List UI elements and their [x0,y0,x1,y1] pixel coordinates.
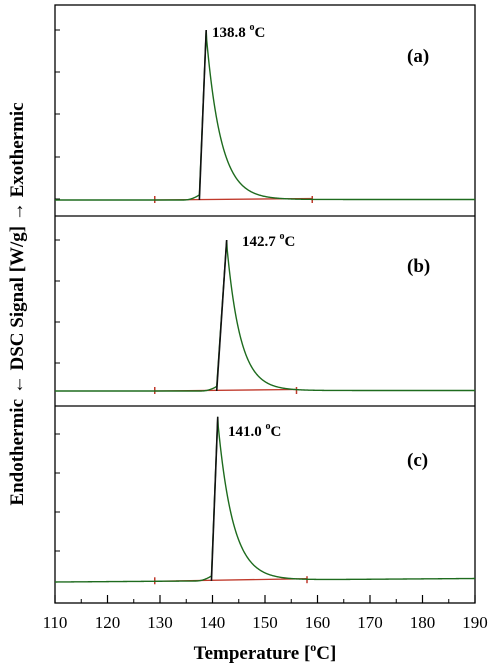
panel-label-c: (c) [407,450,428,471]
panel-c-curves [55,416,475,585]
x-tick-label-160: 160 [305,613,331,632]
y-axis-ticks [55,29,60,552]
x-axis-ticks [54,595,476,603]
x-tick-label-140: 140 [200,613,226,632]
x-tick-label-150: 150 [252,613,278,632]
degree-symbol-x: o [310,640,316,654]
degree-symbol-b: o [280,231,285,242]
degree-symbol-c: o [266,421,271,432]
panel-a-curves [55,29,475,203]
leading-edge [198,29,207,201]
plot-frame [54,4,476,604]
x-axis-tick-labels: 110 120 130 140 150 160 170 180 190 [43,613,488,632]
dsc-curve [55,29,475,201]
panel-label-a: (a) [407,46,429,67]
x-axis-title: Temperature [oC] [194,640,337,664]
y-axis-title: Endothermic ← DSC Signal [W/g] → Exother… [7,102,28,505]
x-tick-label-180: 180 [410,613,436,632]
x-tick-label-130: 130 [147,613,173,632]
peak-label-b: 142.7 oC [242,231,295,250]
leading-edge [215,239,228,392]
x-tick-label-120: 120 [95,613,121,632]
x-tick-label-110: 110 [43,613,68,632]
dsc-curves [55,29,475,585]
x-tick-label-170: 170 [357,613,383,632]
x-tick-label-190: 190 [462,613,488,632]
dsc-curve [55,239,475,392]
panel-label-b: (b) [407,256,430,277]
panel-b-curves [55,239,475,394]
dsc-curve [55,416,475,583]
peak-label-a: 138.8 oC [212,22,265,41]
degree-symbol-a: o [250,22,255,33]
leading-edge [210,416,219,581]
peak-label-c: 141.0 oC [228,421,281,440]
